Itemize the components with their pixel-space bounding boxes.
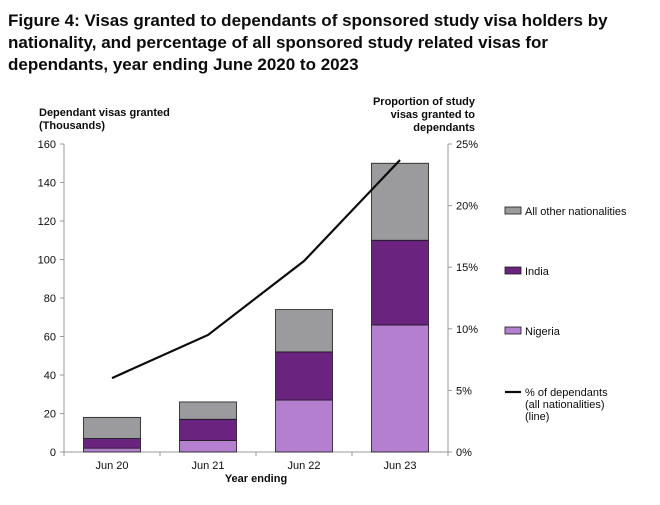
right-tick-label: 20% — [456, 201, 478, 213]
left-tick-label: 40 — [44, 370, 56, 382]
legend-label: All other nationalities — [525, 206, 627, 218]
left-tick-label: 160 — [38, 139, 56, 151]
right-tick-label: 10% — [456, 324, 478, 336]
left-tick-label: 140 — [38, 178, 56, 190]
legend-label: India — [525, 266, 550, 278]
x-tick-label: Jun 22 — [287, 460, 320, 472]
legend-swatch — [504, 206, 522, 215]
x-tick-label: Jun 21 — [191, 460, 224, 472]
bar-nigeria — [371, 324, 429, 453]
chart-title: Figure 4: Visas granted to dependants of… — [8, 11, 608, 74]
right-tick-label: 15% — [456, 262, 478, 274]
x-tick-label: Jun 20 — [95, 460, 128, 472]
left-tick-label: 0 — [50, 447, 56, 459]
legend-swatch — [504, 326, 522, 335]
percentage-line — [111, 159, 401, 380]
x-axis-title: Year ending — [225, 473, 287, 485]
bar-all-other-nationalities — [275, 309, 333, 353]
right-axis-label: Proportion of study visas granted to dep… — [372, 96, 475, 134]
bar-india — [83, 438, 141, 449]
bar-nigeria — [83, 447, 141, 453]
bar-nigeria — [275, 399, 333, 453]
right-tick-label: 5% — [456, 385, 472, 397]
left-tick-label: 20 — [44, 409, 56, 421]
bar-india — [275, 351, 333, 401]
x-tick-label: Jun 23 — [383, 460, 416, 472]
bar-india — [371, 239, 429, 326]
right-tick-label: 0% — [456, 447, 472, 459]
bar-all-other-nationalities — [371, 162, 429, 241]
legend-swatch — [504, 266, 522, 275]
left-tick-label: 120 — [38, 216, 56, 228]
bar-all-other-nationalities — [179, 401, 237, 420]
bar-all-other-nationalities — [83, 416, 141, 439]
left-tick-label: 100 — [38, 255, 56, 267]
legend-label: % of dependants (all nationalities) (line) — [525, 387, 608, 423]
right-tick-label: 25% — [456, 139, 478, 151]
legend-label: Nigeria — [525, 326, 561, 338]
left-tick-label: 60 — [44, 332, 56, 344]
bar-india — [179, 418, 237, 441]
bar-nigeria — [179, 440, 237, 453]
left-tick-label: 80 — [44, 293, 56, 305]
left-axis-label: Dependant visas granted (Thousands) — [39, 107, 170, 132]
